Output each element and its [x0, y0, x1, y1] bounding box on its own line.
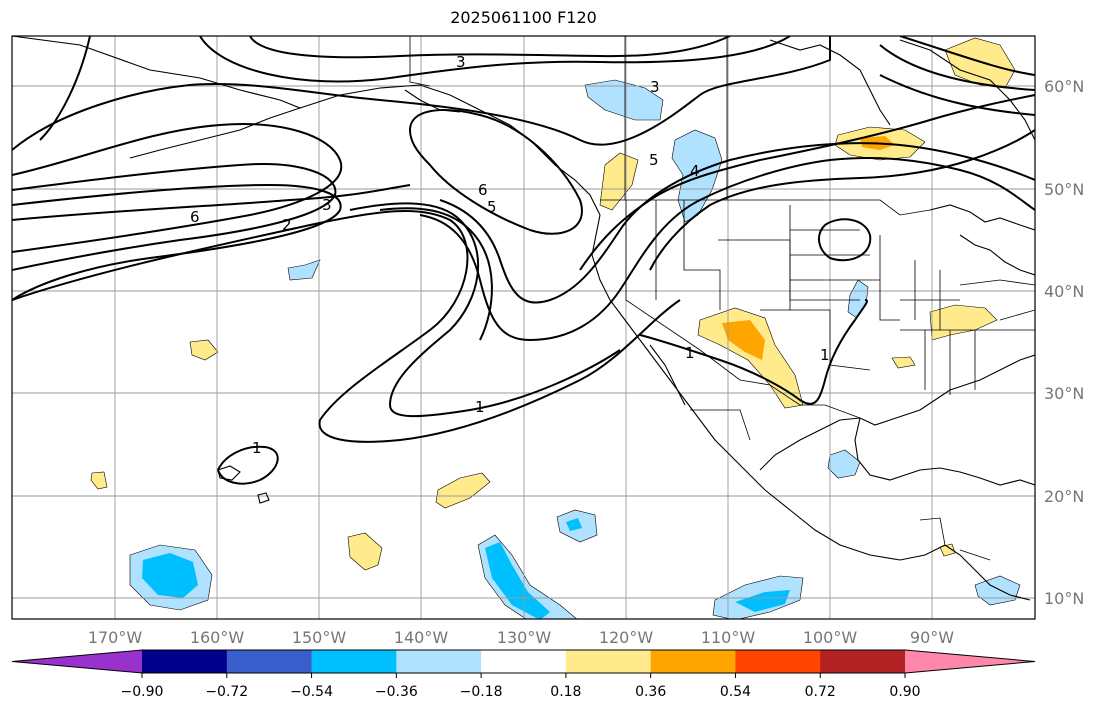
contour-label: 3 [456, 53, 466, 71]
contour-label: 3 [322, 196, 332, 214]
map-frame [11, 35, 1036, 620]
colorbar-tick-label: −0.72 [205, 684, 248, 700]
contour-label: 2 [282, 216, 292, 234]
colorbar-segment [650, 650, 736, 673]
graticule [12, 36, 1035, 619]
lon-label: 120°W [599, 628, 654, 647]
lon-label: 140°W [394, 628, 449, 647]
lat-label: 60°N [1044, 77, 1084, 96]
colorbar-tick-label: 0.90 [889, 684, 920, 700]
lon-label: 90°W [910, 628, 954, 647]
colorbar-tick-label: 0.72 [805, 684, 836, 700]
lon-label: 100°W [803, 628, 858, 647]
colorbar-segment [735, 650, 821, 673]
colorbar: −0.90 −0.72 −0.54 −0.36 −0.18 0.18 0.36 0.54 0.7… [11, 649, 1036, 700]
lat-label: 40°N [1044, 282, 1084, 301]
colorbar-segment [820, 650, 906, 673]
lon-label: 160°W [190, 628, 245, 647]
colorbar-segment [565, 650, 652, 673]
colorbar-segment [226, 650, 313, 673]
contour-label: 5 [649, 151, 659, 169]
longitude-labels: 170°W 160°W 150°W 140°W 130°W 120°W 110°… [88, 628, 954, 647]
lon-label: 150°W [292, 628, 347, 647]
lat-label: 30°N [1044, 384, 1084, 403]
map-background [12, 36, 1035, 619]
contour-label: 6 [478, 181, 488, 199]
lat-label: 20°N [1044, 487, 1084, 506]
colorbar-tick-label: −0.54 [290, 684, 333, 700]
colorbar-tick-label: −0.36 [375, 684, 418, 700]
colorbar-extend-high [905, 650, 1035, 673]
colorbar-tick-label: 0.54 [720, 684, 751, 700]
contour-label: 1 [475, 398, 485, 416]
colorbar-tick-label: −0.90 [121, 684, 164, 700]
political-borders [409, 36, 1035, 561]
colorbar-segment [142, 650, 228, 673]
contour-label: 6 [190, 208, 200, 226]
contour-label: 5 [487, 198, 497, 216]
map-title: 2025061100 F120 [450, 8, 597, 27]
colorbar-segment [311, 650, 397, 673]
lat-label: 10°N [1044, 589, 1084, 608]
latitude-labels: 60°N 50°N 40°N 30°N 20°N 10°N [1044, 77, 1084, 608]
colorbar-extend-low [12, 650, 142, 673]
contour-label: 3 [650, 78, 660, 96]
coastlines [12, 36, 1035, 601]
colorbar-tick-label: 0.18 [550, 684, 581, 700]
colorbar-segment [396, 650, 482, 673]
contour-label: 4 [690, 162, 700, 180]
lon-label: 110°W [701, 628, 756, 647]
contour-lines [12, 36, 1035, 485]
contour-label: 1 [252, 439, 262, 457]
colorbar-tick-label: −0.18 [460, 684, 503, 700]
colorbar-segment [481, 650, 567, 673]
colorbar-tick-label: 0.36 [635, 684, 666, 700]
lon-label: 170°W [88, 628, 143, 647]
contour-label: 1 [685, 344, 695, 362]
lat-label: 50°N [1044, 180, 1084, 199]
contour-label: 1 [820, 346, 830, 364]
lon-label: 130°W [497, 628, 552, 647]
contour-labels: 3 3 6 3 2 6 5 5 4 1 1 1 1 [190, 53, 830, 457]
